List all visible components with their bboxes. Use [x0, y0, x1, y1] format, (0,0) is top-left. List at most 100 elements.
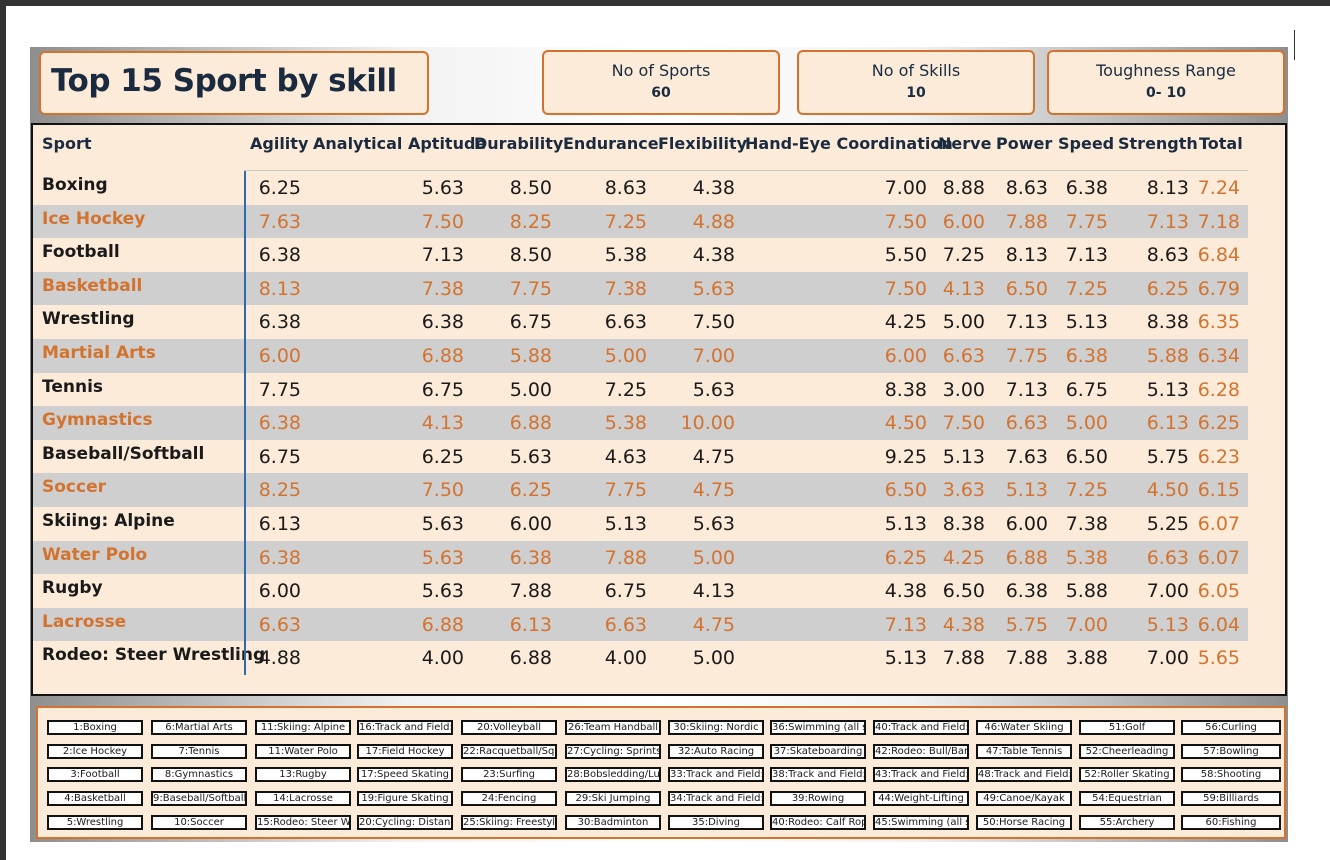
- skill-value: 6.00: [258, 580, 301, 603]
- window-top-border: [0, 0, 1330, 6]
- legend-item: 51:Golf: [1079, 720, 1175, 735]
- skill-value: 5.00: [509, 378, 552, 401]
- skill-value: 4.13: [692, 580, 735, 603]
- skill-value: 6.63: [604, 613, 647, 636]
- table-row-shade: [33, 339, 1248, 373]
- table-row-shade: [33, 406, 1248, 440]
- skill-value: 7.50: [692, 311, 735, 334]
- skill-value: 5.13: [884, 647, 927, 670]
- legend-item: 54:Equestrian: [1079, 791, 1175, 806]
- sport-name: Rodeo: Steer Wrestling: [42, 645, 266, 666]
- sport-name: Soccer: [42, 477, 106, 498]
- legend-item: 7:Tennis: [151, 744, 247, 759]
- skill-value: 7.00: [692, 345, 735, 367]
- skill-value: 4.13: [942, 277, 985, 300]
- column-header: Sport: [42, 134, 92, 153]
- legend-item: 40:Track and Field:: [873, 720, 969, 735]
- skill-value: 6.38: [1005, 580, 1048, 603]
- skill-value: 6.88: [421, 613, 464, 636]
- total-value: 6.07: [1197, 513, 1240, 535]
- total-value: 7.18: [1197, 210, 1240, 233]
- total-value: 7.24: [1197, 177, 1240, 199]
- skill-value: 5.00: [692, 546, 735, 569]
- skill-value: 7.38: [604, 277, 647, 300]
- skill-value: 4.38: [692, 177, 735, 199]
- column-header: Strength: [1118, 134, 1198, 153]
- kpi-label: Toughness Range: [1096, 61, 1236, 80]
- skill-value: 7.75: [258, 378, 301, 401]
- skill-value: 8.13: [258, 277, 301, 300]
- skill-value: 6.75: [509, 311, 552, 334]
- skill-value: 4.00: [604, 647, 647, 670]
- legend-item: 40:Rodeo: Calf Rop: [770, 815, 866, 830]
- skill-value: 4.75: [692, 613, 735, 636]
- legend-item: 20:Volleyball: [461, 720, 557, 735]
- column-header: Agility: [250, 134, 309, 153]
- skill-value: 5.00: [604, 345, 647, 367]
- skill-value: 8.50: [509, 177, 552, 199]
- legend-item: 6:Martial Arts: [151, 720, 247, 735]
- skill-value: 7.50: [884, 277, 927, 300]
- skill-value: 4.25: [942, 546, 985, 569]
- skill-value: 7.75: [1005, 345, 1048, 367]
- legend-item: 52:Cheerleading: [1079, 744, 1175, 759]
- skill-value: 8.38: [942, 513, 985, 535]
- skill-value: 6.38: [421, 311, 464, 334]
- legend-item: 43:Track and Field:: [873, 767, 969, 782]
- legend-item: 33:Track and Field:: [668, 767, 764, 782]
- sport-name: Water Polo: [42, 544, 148, 565]
- skill-value: 7.00: [884, 177, 927, 199]
- skill-value: 7.75: [604, 479, 647, 502]
- total-value: 5.65: [1197, 647, 1240, 670]
- skill-value: 5.13: [884, 513, 927, 535]
- skill-value: 6.25: [884, 546, 927, 569]
- kpi-value: 60: [651, 85, 671, 101]
- legend-item: 48:Track and Field:: [976, 767, 1072, 782]
- column-header: Speed: [1058, 134, 1115, 153]
- skill-value: 8.63: [1005, 177, 1048, 199]
- legend-item: 16:Track and Field:: [357, 720, 453, 735]
- skill-value: 6.63: [1146, 546, 1189, 569]
- skill-value: 6.75: [421, 378, 464, 401]
- sport-name: Boxing: [42, 175, 108, 195]
- skill-value: 6.75: [604, 580, 647, 603]
- column-header: Durability: [474, 134, 564, 153]
- skill-value: 5.63: [421, 513, 464, 535]
- kpi-value: 10: [906, 85, 926, 101]
- legend-item: 39:Rowing: [770, 791, 866, 806]
- legend-item: 52:Roller Skating: [1079, 767, 1175, 782]
- total-value: 6.35: [1197, 311, 1240, 334]
- total-value: 6.07: [1197, 546, 1240, 569]
- skill-value: 5.88: [1065, 580, 1108, 603]
- skill-value: 5.13: [942, 445, 985, 468]
- skill-value: 7.50: [421, 210, 464, 233]
- skill-value: 6.00: [258, 345, 301, 367]
- legend-item: 49:Canoe/Kayak: [976, 791, 1072, 806]
- skill-value: 6.38: [1065, 345, 1108, 367]
- skill-value: 5.88: [509, 345, 552, 367]
- legend-item: 44:Weight-Lifting: [873, 791, 969, 806]
- skill-value: 6.50: [1065, 445, 1108, 468]
- legend-item: 14:Lacrosse: [255, 791, 351, 806]
- sport-name: Martial Arts: [42, 343, 156, 363]
- legend-item: 1:Boxing: [47, 720, 143, 735]
- skill-value: 6.25: [258, 177, 301, 199]
- skill-value: 8.50: [509, 244, 552, 267]
- skill-value: 7.13: [1065, 244, 1108, 267]
- skill-value: 7.25: [1065, 479, 1108, 502]
- skill-value: 4.75: [692, 479, 735, 502]
- skill-value: 7.63: [258, 210, 301, 233]
- total-value: 6.28: [1197, 378, 1240, 401]
- table-row-shade: [33, 204, 1248, 239]
- sport-name: Basketball: [42, 275, 143, 296]
- skill-value: 8.38: [1146, 311, 1189, 334]
- kpi-label: No of Skills: [871, 61, 961, 80]
- legend-item: 9:Baseball/Softball: [151, 791, 247, 806]
- legend-item: 60:Fishing: [1181, 815, 1281, 830]
- skill-value: 6.38: [258, 311, 301, 334]
- total-value: 6.04: [1197, 613, 1240, 636]
- legend-item: 11:Skiing: Alpine: [255, 720, 351, 735]
- total-value: 6.25: [1197, 412, 1240, 435]
- skill-value: 5.38: [1065, 546, 1108, 569]
- skill-value: 4.38: [884, 580, 927, 603]
